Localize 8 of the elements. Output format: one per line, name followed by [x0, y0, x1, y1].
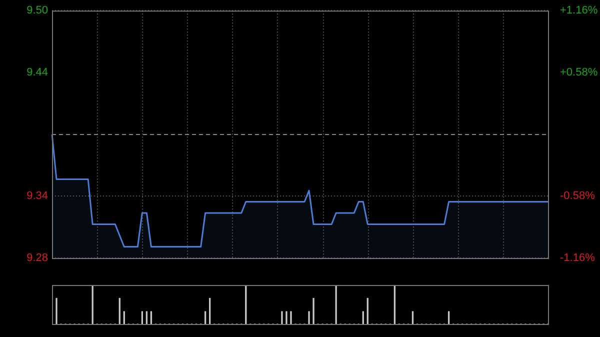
y-tick-label: 9.44 [26, 66, 48, 78]
y2-tick-label: -1.16% [560, 252, 596, 264]
y2-tick-label: +1.16% [560, 4, 598, 17]
y-tick-label: 9.28 [26, 252, 48, 264]
y2-tick-label: -0.58% [560, 190, 596, 202]
y2-tick-label: +0.58% [560, 66, 598, 78]
y-tick-label: 9.34 [26, 190, 48, 202]
y-tick-label: 9.50 [26, 4, 48, 17]
